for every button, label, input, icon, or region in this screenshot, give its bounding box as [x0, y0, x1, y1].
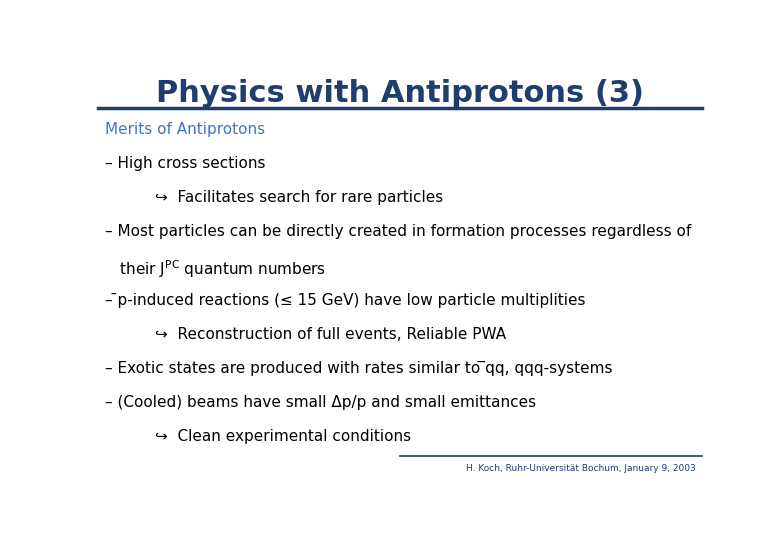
Text: their J$^{\mathregular{PC}}$ quantum numbers: their J$^{\mathregular{PC}}$ quantum num…	[105, 259, 326, 280]
Text: H. Koch, Ruhr-Universität Bochum, January 9, 2003: H. Koch, Ruhr-Universität Bochum, Januar…	[466, 464, 696, 473]
Text: – Most particles can be directly created in formation processes regardless of: – Most particles can be directly created…	[105, 225, 691, 239]
Text: – ̄p-induced reactions (≤ 15 GeV) have low particle multiplities: – ̄p-induced reactions (≤ 15 GeV) have l…	[105, 293, 585, 308]
Text: Physics with Antiprotons (3): Physics with Antiprotons (3)	[156, 79, 644, 109]
Text: ↪  Reconstruction of full events, Reliable PWA: ↪ Reconstruction of full events, Reliabl…	[155, 327, 506, 342]
Text: – High cross sections: – High cross sections	[105, 156, 265, 171]
Text: – Exotic states are produced with rates similar to ̅qq, qqq-systems: – Exotic states are produced with rates …	[105, 361, 612, 376]
Text: ↪  Facilitates search for rare particles: ↪ Facilitates search for rare particles	[155, 191, 443, 205]
Text: Merits of Antiprotons: Merits of Antiprotons	[105, 122, 265, 137]
Text: ↪  Clean experimental conditions: ↪ Clean experimental conditions	[155, 429, 411, 444]
Text: – (Cooled) beams have small Δp/p and small emittances: – (Cooled) beams have small Δp/p and sma…	[105, 395, 536, 410]
